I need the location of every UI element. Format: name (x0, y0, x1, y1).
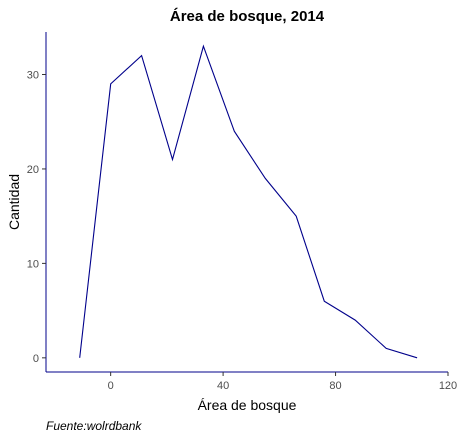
series-line (79, 44, 418, 359)
y-tick-label: 20 (27, 164, 39, 176)
chart-title: Área de bosque, 2014 (170, 8, 325, 25)
plot-area: 0 10 20 30 0 40 80 120 (27, 32, 457, 392)
y-axis-label: Cantidad (6, 174, 22, 230)
x-axis-label: Área de bosque (198, 397, 297, 413)
x-tick-label: 120 (439, 380, 457, 392)
source-caption: Fuente:wolrdbank (46, 419, 142, 433)
y-tick-label: 10 (27, 258, 39, 270)
x-tick-label: 80 (329, 380, 341, 392)
x-tick-label: 40 (217, 380, 229, 392)
x-tick-label: 0 (108, 380, 114, 392)
y-tick-label: 30 (27, 70, 39, 82)
y-tick-label: 0 (33, 353, 39, 365)
